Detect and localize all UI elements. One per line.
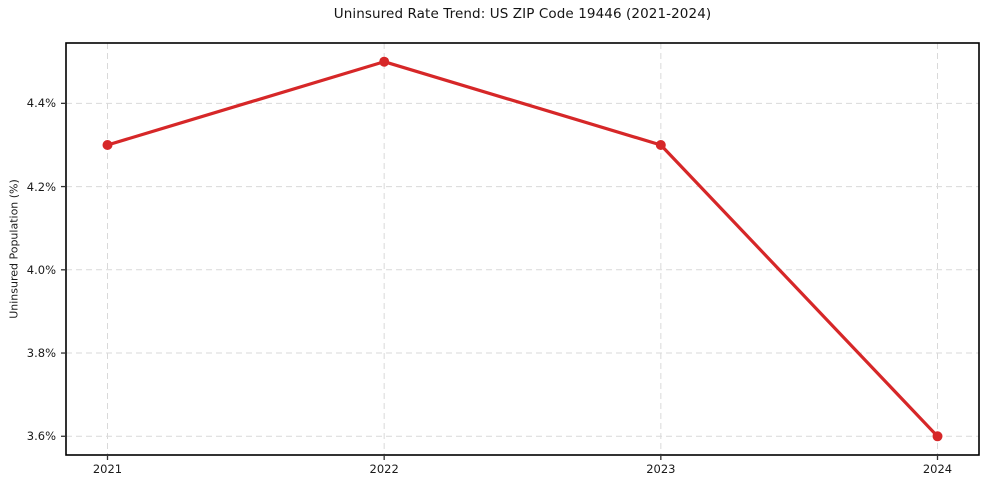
y-tick-label: 3.6% [26, 429, 56, 444]
y-tick-label: 4.4% [26, 96, 56, 111]
data-point-marker [655, 140, 666, 150]
y-tick-label: 4.2% [26, 179, 56, 194]
y-tick-label: 3.8% [26, 346, 56, 361]
x-tick-label: 2022 [369, 462, 399, 476]
trend-line [105, 60, 940, 438]
plot-frame [65, 42, 980, 456]
data-point-marker [932, 431, 943, 442]
data-point-marker [102, 140, 113, 150]
data-point-marker [379, 56, 390, 67]
x-tick-label: 2024 [922, 462, 953, 476]
x-tick-label: 2023 [646, 462, 676, 476]
x-tick-label: 2021 [92, 462, 123, 476]
chart-title: Uninsured Rate Trend: US ZIP Code 19446 … [333, 6, 712, 22]
y-tick-label: 4.0% [26, 262, 56, 277]
